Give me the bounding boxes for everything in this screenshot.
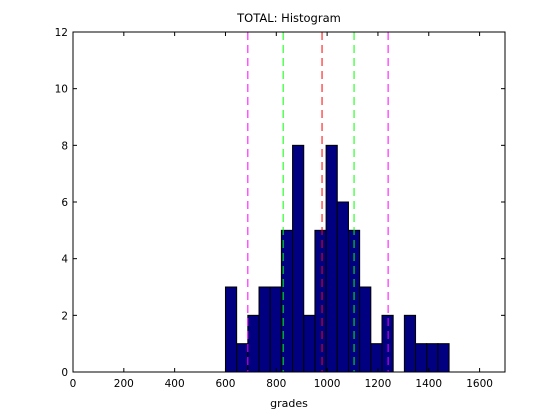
- y-tick-label-6: 12: [55, 27, 68, 39]
- y-tick-label-4: 8: [61, 140, 68, 152]
- histogram-bar-18: [426, 343, 439, 373]
- histogram-bar-13: [370, 343, 383, 373]
- histogram-bar-4: [269, 286, 282, 373]
- histogram-bar-9: [325, 144, 338, 373]
- chart-title: TOTAL: Histogram: [236, 11, 341, 25]
- histogram-bar-8: [314, 229, 327, 373]
- reference-lines: [247, 32, 389, 372]
- y-tick-label-0: 0: [61, 367, 68, 379]
- x-tick-label-7: 1400: [415, 378, 442, 390]
- y-tick-label-2: 4: [61, 254, 68, 266]
- x-tick-label-6: 1200: [365, 378, 392, 390]
- y-axis-ticks: 0 2 4 6 8 10 12: [55, 27, 505, 379]
- histogram-bar-3: [258, 286, 271, 373]
- histogram-bar-1: [236, 343, 249, 373]
- x-tick-label-0: 0: [70, 378, 77, 390]
- histogram-bar-10: [336, 201, 349, 373]
- x-tick-label-4: 800: [266, 378, 286, 390]
- histogram-bar-14: [381, 314, 394, 373]
- histogram-bar-2: [247, 314, 260, 373]
- histogram-bar-17: [415, 343, 428, 373]
- histogram-bar-16: [403, 314, 417, 373]
- histogram-bar-0: [224, 286, 238, 373]
- x-tick-label-8: 1600: [466, 378, 493, 390]
- histogram-bar-12: [359, 286, 372, 373]
- x-tick-label-1: 200: [114, 378, 134, 390]
- histogram-bar-7: [303, 314, 316, 373]
- y-tick-label-3: 6: [61, 197, 68, 209]
- x-tick-label-2: 400: [165, 378, 185, 390]
- histogram-bar-19: [437, 343, 450, 373]
- y-tick-label-5: 10: [55, 84, 68, 96]
- x-tick-label-5: 1000: [314, 378, 341, 390]
- histogram-bar-6: [292, 144, 305, 373]
- y-tick-label-1: 2: [61, 310, 68, 322]
- x-tick-label-3: 600: [215, 378, 235, 390]
- x-axis-ticks: 0 200 400 600 800 1000 1200 1400 1600: [70, 32, 493, 390]
- x-axis-label: grades: [270, 397, 308, 410]
